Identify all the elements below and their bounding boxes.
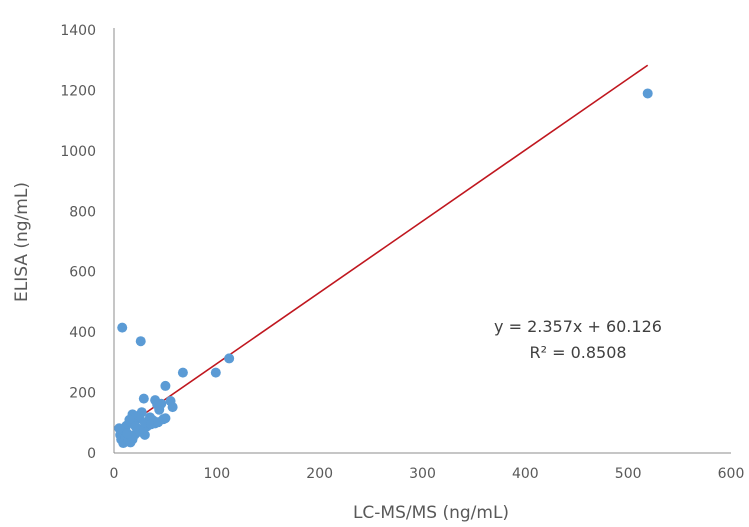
y-tick-label: 1000 [60, 144, 96, 160]
y-tick-label: 600 [69, 265, 96, 281]
data-point [153, 417, 164, 428]
equation-label: y = 2.357x + 60.126 [494, 317, 662, 336]
data-points [114, 88, 653, 449]
data-point [138, 393, 149, 404]
x-tick-label: 400 [512, 466, 539, 482]
y-tick-label: 0 [87, 446, 96, 462]
x-tick-label: 300 [409, 466, 436, 482]
x-tick-label: 500 [615, 466, 642, 482]
data-point [117, 322, 128, 333]
data-point [210, 367, 221, 378]
data-point [224, 353, 235, 364]
x-tick-label: 600 [718, 466, 745, 482]
x-tick-label: 0 [110, 466, 119, 482]
data-point [122, 428, 133, 439]
data-point [135, 336, 146, 347]
y-tick-label: 800 [69, 204, 96, 220]
x-tick-label: 200 [306, 466, 333, 482]
y-tick-label: 400 [69, 325, 96, 341]
data-point [167, 402, 178, 413]
r-squared-label: R² = 0.8508 [529, 343, 626, 362]
data-point [642, 88, 653, 99]
trendline [118, 64, 649, 432]
tick-labels: 0 100 200 300 400 500 600 0 200 400 600 800 1000 1200… [60, 23, 744, 482]
data-point [160, 380, 171, 391]
x-tick-label: 100 [203, 466, 230, 482]
y-axis-title: ELISA (ng/mL) [12, 182, 32, 302]
axes [113, 28, 731, 454]
data-point [177, 367, 188, 378]
data-point [130, 421, 141, 432]
y-tick-label: 1200 [60, 83, 96, 99]
data-point [152, 399, 163, 410]
trendline-layer [118, 64, 649, 432]
data-point [114, 423, 125, 434]
y-tick-label: 1400 [60, 23, 96, 39]
y-tick-label: 200 [69, 386, 96, 402]
x-axis-title: LC-MS/MS (ng/mL) [353, 503, 509, 523]
